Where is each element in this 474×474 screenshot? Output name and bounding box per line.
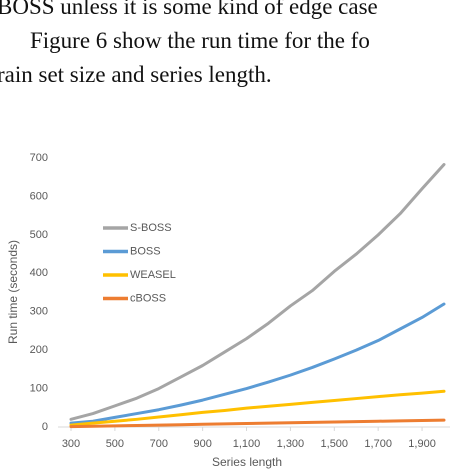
y-axis-label: Run time (seconds) [6, 240, 20, 344]
y-tick-label: 600 [30, 190, 48, 202]
y-tick-label: 100 [30, 382, 48, 394]
legend-label: S-BOSS [130, 222, 172, 234]
series-line [69, 302, 446, 425]
x-tick-label: 1,300 [277, 438, 305, 450]
x-tick-label: 700 [150, 438, 168, 450]
text-line: Figure 6 show the run time for the fo [30, 28, 370, 53]
y-tick-label: 300 [30, 306, 48, 318]
x-tick-label: 1,900 [408, 438, 436, 450]
x-tick-label: 300 [62, 438, 80, 450]
text-line: BOSS unless it is some kind of edge case [0, 0, 378, 19]
x-tick-label: 1,500 [321, 438, 349, 450]
x-tick-label: 900 [193, 438, 211, 450]
series-line [69, 389, 446, 427]
legend-label: WEASEL [130, 269, 176, 281]
legend-label: BOSS [130, 245, 161, 257]
text-line: rain set size and series length. [0, 62, 272, 87]
x-tick-label: 500 [106, 438, 124, 450]
series-line [69, 418, 446, 429]
y-tick-label: 400 [30, 267, 48, 279]
legend-label: cBOSS [130, 292, 166, 304]
y-tick-label: 0 [42, 421, 48, 433]
x-tick-label: 1,700 [364, 438, 392, 450]
y-tick-label: 700 [30, 152, 48, 164]
series-line [69, 163, 446, 421]
y-tick-label: 500 [30, 229, 48, 241]
x-tick-label: 1,100 [233, 438, 261, 450]
x-axis-label: Series length [212, 455, 282, 469]
y-tick-label: 200 [30, 344, 48, 356]
